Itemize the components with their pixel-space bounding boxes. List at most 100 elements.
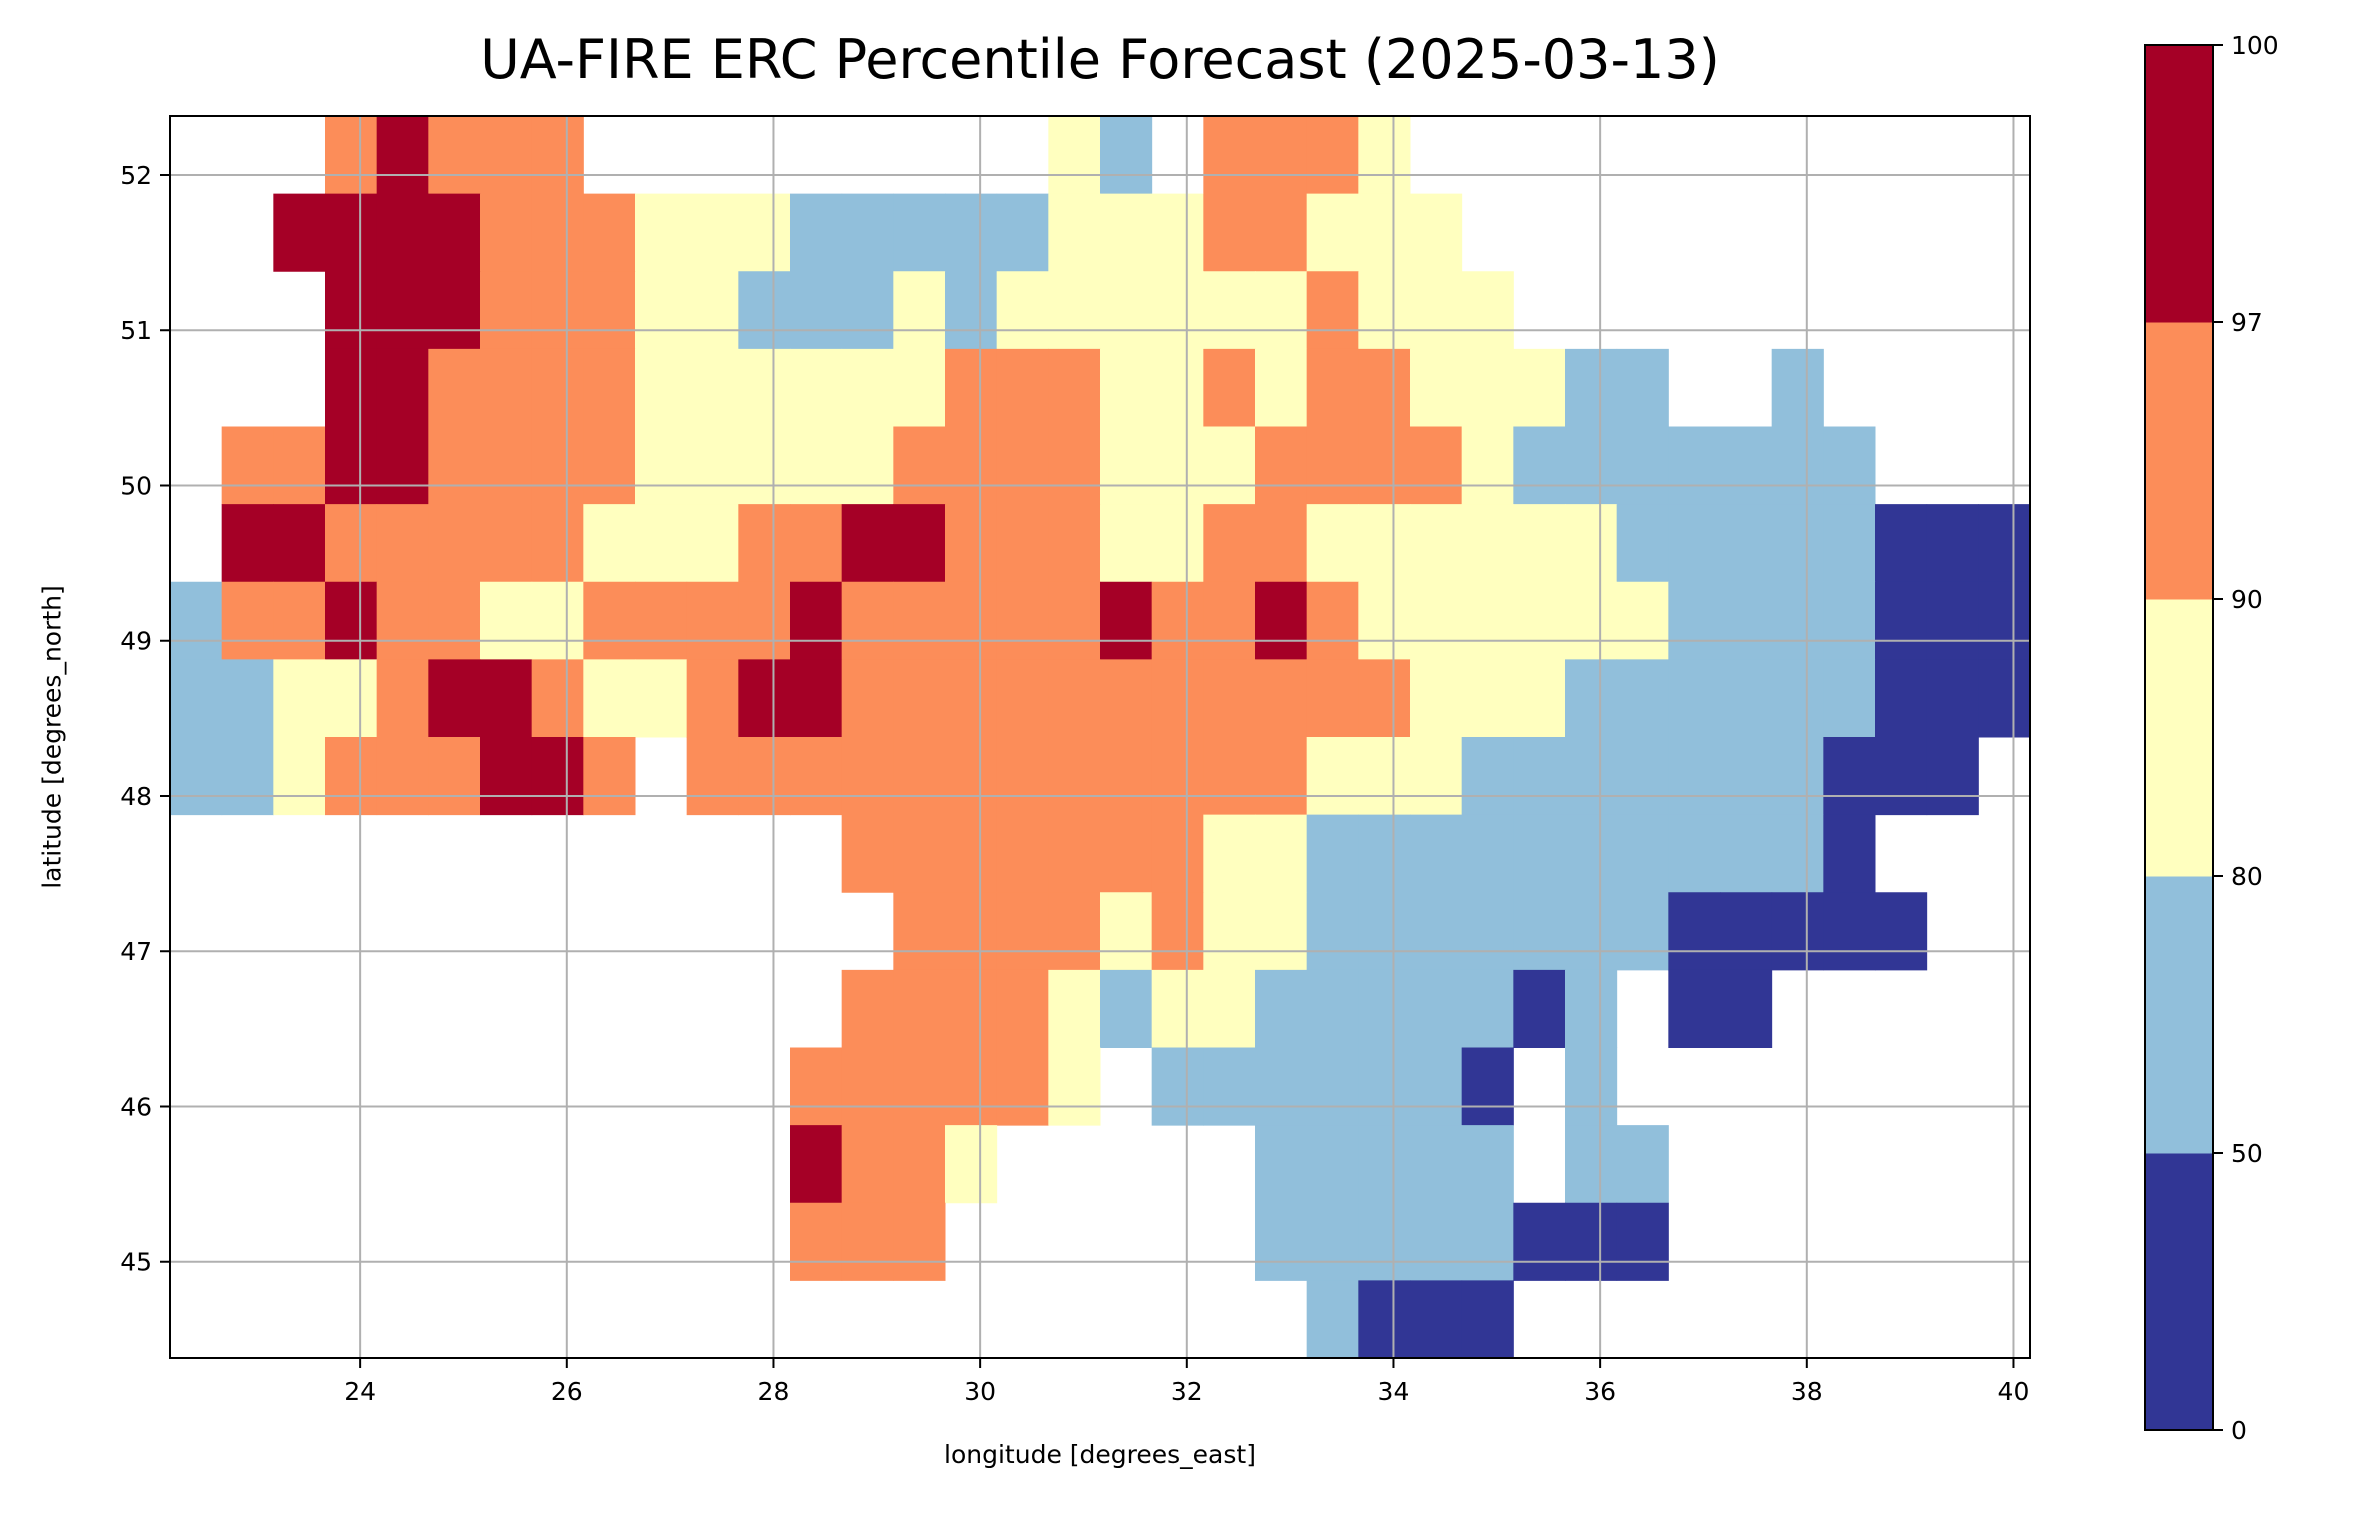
heatmap-cell [738,426,791,505]
heatmap-cell [1358,348,1411,427]
heatmap-cell [1203,271,1256,350]
heatmap-cell [1255,892,1308,971]
y-tick-label: 47 [120,937,152,966]
heatmap-cell [1875,659,1928,738]
heatmap-cell [1203,659,1256,738]
y-tick-label: 45 [120,1248,152,1277]
heatmap-cell [480,271,533,350]
heatmap-cell [996,659,1049,738]
heatmap-cell [376,348,429,427]
heatmap-cell [841,1047,894,1126]
heatmap-cell [376,581,429,660]
heatmap-cell [893,1202,946,1281]
heatmap-cell [1823,504,1876,583]
heatmap-cell [1203,116,1256,195]
heatmap-cell [1255,116,1308,195]
heatmap-cell [1720,426,1773,505]
heatmap-cell [1823,892,1876,971]
heatmap-cell [1151,1047,1204,1126]
heatmap-cell [1255,1125,1308,1204]
heatmap-cell [583,659,636,738]
heatmap-cell [1616,814,1669,893]
heatmap-cell [1151,737,1204,816]
heatmap-cell [1720,659,1773,738]
heatmap-cell [1358,659,1411,738]
x-tick-label: 32 [1171,1377,1203,1406]
heatmap-cell [1358,1280,1411,1359]
heatmap-cell [1565,1202,1618,1281]
heatmap-cell [686,426,739,505]
heatmap-cell [376,659,429,738]
heatmap-cell [1461,814,1514,893]
heatmap-cell [1461,348,1514,427]
colorbar-frame [2144,44,2214,1431]
heatmap-cell [686,504,739,583]
heatmap-cell [893,659,946,738]
heatmap-cell [480,116,533,195]
heatmap-cell [480,504,533,583]
heatmap-cell [221,659,274,738]
heatmap-cell [1410,426,1463,505]
heatmap-cell [893,969,946,1048]
heatmap-cell [1151,504,1204,583]
heatmap-cell [1203,892,1256,971]
heatmap-cell [1410,969,1463,1048]
heatmap-cell [273,581,326,660]
heatmap-cell [945,426,998,505]
heatmap-cell [1461,1280,1514,1359]
heatmap-cell [945,193,998,272]
colorbar-tick-label: 50 [2231,1139,2263,1168]
heatmap-cell [428,659,481,738]
y-tick-label: 51 [120,316,152,345]
heatmap-cell [996,271,1049,350]
heatmap-cell [1565,892,1618,971]
heatmap-cell [686,271,739,350]
heatmap-cell [1255,659,1308,738]
y-tick-label: 50 [120,471,152,500]
heatmap-cell [1048,193,1101,272]
heatmap-cell [1358,426,1411,505]
heatmap-cell [790,193,843,272]
heatmap-cell [221,581,274,660]
heatmap-cell [531,116,584,195]
heatmap-cell [1358,504,1411,583]
heatmap-cell [428,348,481,427]
heatmap-cell [790,1125,843,1204]
heatmap-cell [480,659,533,738]
heatmap-cell [1048,892,1101,971]
heatmap-cell [531,271,584,350]
heatmap-cell [893,193,946,272]
heatmap-cell [1461,504,1514,583]
heatmap-cell [635,348,688,427]
heatmap-cell [1255,348,1308,427]
heatmap-cell [1513,892,1566,971]
heatmap-cell [893,1125,946,1204]
colorbar-segment [2145,322,2213,600]
heatmap-cell [325,737,378,816]
heatmap-cell [376,271,429,350]
heatmap-cell [945,814,998,893]
heatmap-cell [841,348,894,427]
heatmap-cell [1565,737,1618,816]
heatmap-cell [1875,892,1928,971]
heatmap-cell [1048,116,1101,195]
heatmap-cell [1306,426,1359,505]
heatmap-cell [635,504,688,583]
heatmap-cell [273,737,326,816]
heatmap-cell [1048,1047,1101,1126]
heatmap-cell [1565,969,1618,1048]
heatmap-cell [1875,504,1928,583]
heatmap-cell [841,659,894,738]
heatmap-cell [1203,581,1256,660]
heatmap-cell [1771,659,1824,738]
heatmap-cell [1048,814,1101,893]
heatmap-cell [1151,892,1204,971]
heatmap-cell [1771,737,1824,816]
heatmap-cell [996,1047,1049,1126]
heatmap-cell [1513,348,1566,427]
heatmap-cell [531,426,584,505]
heatmap-cell [531,193,584,272]
heatmap-cell [1100,193,1153,272]
heatmap-cell [1461,426,1514,505]
heatmap-cell [841,426,894,505]
